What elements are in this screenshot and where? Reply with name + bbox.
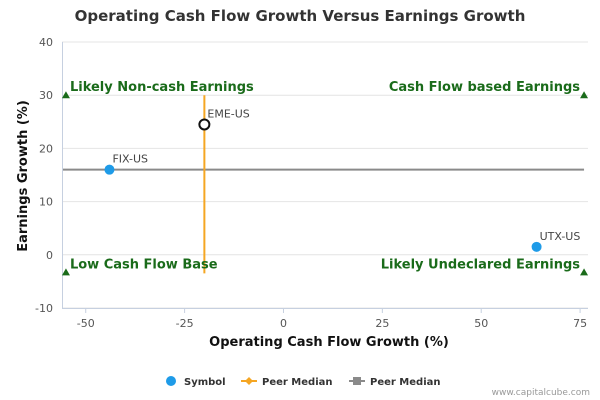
legend-orange-diamond — [245, 377, 253, 385]
x-tick-label: 0 — [280, 317, 287, 330]
tick-labels: -50 -25 0 25 50 75 -10 0 10 20 30 40 — [35, 36, 587, 330]
credit-text: www.capitalcube.com — [492, 388, 590, 398]
legend-symbol-marker — [166, 376, 176, 386]
data-point — [104, 164, 115, 175]
y-tick-label: 30 — [39, 89, 53, 102]
legend: Symbol Peer Median Peer Median — [166, 376, 441, 388]
data-point — [531, 241, 542, 252]
legend-gray-square — [353, 377, 361, 385]
y-tick-label: -10 — [35, 302, 53, 315]
y-axis-title: Earnings Growth (%) — [16, 100, 31, 252]
y-tick-label: 10 — [39, 196, 53, 209]
chart-title: Operating Cash Flow Growth Versus Earnin… — [75, 7, 526, 25]
quadrant-marker-triangle — [580, 91, 589, 99]
quadrant-marker-triangle — [61, 91, 70, 99]
quadrant-label: Cash Flow based Earnings — [389, 80, 580, 95]
x-tick-label: 50 — [474, 317, 488, 330]
x-tick-label: 75 — [573, 317, 587, 330]
legend-label: Peer Median — [370, 377, 441, 388]
x-tick-label: -25 — [176, 317, 194, 330]
x-tick-label: 25 — [375, 317, 389, 330]
legend-label: Peer Median — [262, 377, 333, 388]
data-point-label: FIX-US — [112, 153, 148, 166]
data-points: FIX-US EME-US UTX-US — [104, 107, 581, 252]
y-tick-label: 20 — [39, 142, 53, 155]
data-point-label: EME-US — [207, 107, 249, 120]
quadrant-label: Low Cash Flow Base — [70, 257, 218, 272]
legend-label: Symbol — [184, 377, 226, 388]
data-point — [198, 118, 211, 131]
x-tick-label: -50 — [77, 317, 95, 330]
x-axis-title: Operating Cash Flow Growth (%) — [209, 335, 449, 350]
quadrant-label: Likely Non-cash Earnings — [70, 80, 254, 95]
quadrant-marker-triangle — [61, 268, 70, 276]
quadrant-marker-triangle — [580, 268, 589, 276]
y-tick-label: 40 — [39, 36, 53, 49]
peer-median-lines — [62, 95, 585, 274]
quadrant-label: Likely Undeclared Earnings — [381, 257, 581, 272]
axes — [62, 42, 588, 313]
data-point-label: UTX-US — [540, 230, 581, 243]
y-tick-label: 0 — [46, 249, 53, 262]
quadrant-labels: Likely Non-cash Earnings Cash Flow based … — [61, 80, 589, 276]
